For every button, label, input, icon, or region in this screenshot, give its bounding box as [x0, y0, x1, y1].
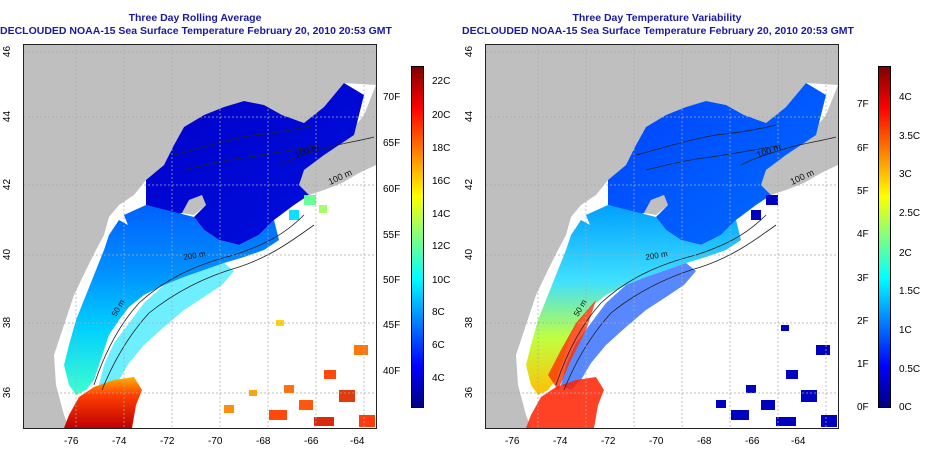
right-cb-c-2.5: 2.5C: [899, 208, 921, 219]
bathymetry-contours: [93, 124, 375, 391]
right-y-tick-40: 40: [464, 248, 476, 261]
contour-label-200m: 200 m: [183, 249, 207, 262]
land-nova-scotia: [299, 85, 376, 195]
right-cb-c-4: 4C: [899, 92, 912, 103]
right-y-tick-42: 42: [464, 178, 476, 191]
right-y-tick-46: 46: [464, 45, 476, 58]
land-nova-scotia: [761, 85, 838, 195]
right-y-tick-44: 44: [464, 110, 476, 123]
right-x-tick-64: -64: [791, 436, 806, 447]
high-variability-band: [548, 300, 596, 390]
land-mass: [486, 45, 838, 428]
right-x-tick-74: -74: [553, 436, 568, 447]
right-cb-c-1.5: 1.5C: [899, 286, 921, 297]
left-x-tick-64: -64: [350, 436, 365, 447]
right-x-tick-68: -68: [697, 436, 712, 447]
left-cb-c-16: 16C: [432, 176, 451, 187]
right-cb-c-3: 3C: [899, 169, 912, 180]
left-y-tick-46: 46: [2, 45, 14, 58]
right-cb-f-3: 3F: [857, 273, 869, 284]
right-title-line1: Three Day Temperature Variability: [572, 12, 742, 24]
left-cb-f-65: 65F: [383, 138, 401, 149]
left-title-line1: Three Day Rolling Average: [128, 12, 262, 24]
right-cb-f-4: 4F: [857, 229, 869, 240]
bathymetry-contours: [555, 124, 837, 391]
left-sst-map: 100 m 100 m 200 m 50 m: [23, 44, 377, 429]
right-x-tick-70: -70: [649, 436, 664, 447]
left-cb-c-22: 22C: [432, 76, 451, 87]
left-cb-f-45: 45F: [383, 320, 401, 331]
left-colorbar: [411, 66, 424, 408]
right-x-tick-72: -72: [601, 436, 616, 447]
left-cb-c-12: 12C: [432, 241, 451, 252]
left-cb-f-40: 40F: [383, 366, 401, 377]
left-cb-c-6: 6C: [432, 340, 445, 351]
left-y-tick-40: 40: [2, 248, 14, 261]
water-southern-shelf: [64, 205, 279, 395]
left-y-tick-42: 42: [2, 178, 14, 191]
left-title-line2: DECLOUDED NOAA-15 Sea Surface Temperatur…: [0, 25, 392, 37]
left-x-tick-68: -68: [256, 436, 271, 447]
lat-lon-grid: [486, 45, 838, 428]
contour-label-200m: 200 m: [645, 249, 669, 262]
left-map-svg: 100 m 100 m 200 m 50 m: [24, 45, 376, 428]
land-cape-cod: [644, 195, 668, 215]
right-cb-c-2: 2C: [899, 248, 912, 259]
right-x-tick-66: -66: [745, 436, 760, 447]
left-y-tick-38: 38: [2, 316, 14, 329]
right-cb-f-0: 0F: [857, 402, 869, 413]
left-title: Three Day Rolling Average DECLOUDED NOAA…: [0, 12, 392, 38]
left-cb-f-50: 50F: [383, 275, 401, 286]
left-cb-f-55: 55F: [383, 230, 401, 241]
right-cb-f-5: 5F: [857, 186, 869, 197]
land-mass: [24, 45, 376, 428]
right-x-tick-76: -76: [505, 436, 520, 447]
right-title-line2: DECLOUDED NOAA-15 Sea Surface Temperatur…: [462, 25, 854, 37]
left-x-tick-70: -70: [208, 436, 223, 447]
right-colorbar: [878, 66, 891, 408]
right-cb-c-1: 1C: [899, 325, 912, 336]
right-cb-f-1: 1F: [857, 359, 869, 370]
left-cb-c-14: 14C: [432, 209, 451, 220]
left-cb-f-70: 70F: [383, 92, 401, 103]
left-cb-c-20: 20C: [432, 110, 451, 121]
water-gulf-stream: [526, 377, 604, 428]
left-cb-c-4: 4C: [432, 373, 445, 384]
right-cb-f-6: 6F: [857, 143, 869, 154]
right-cb-c-3.5: 3.5C: [899, 131, 921, 142]
left-y-tick-36: 36: [2, 386, 14, 399]
land-cape-cod: [182, 195, 206, 215]
water-southern-shelf: [526, 205, 741, 395]
right-map-svg: 100 m 100 m 200 m 50 m: [486, 45, 838, 428]
right-cb-f-2: 2F: [857, 316, 869, 327]
right-cb-f-7: 7F: [857, 99, 869, 110]
lat-lon-grid: [24, 45, 376, 428]
water-gulf-of-maine: [146, 83, 364, 245]
water-gulf-of-maine: [608, 83, 826, 245]
right-cb-c-0.5: 0.5C: [899, 364, 921, 375]
scattered-patches: [716, 195, 837, 427]
right-cb-c-0: 0C: [899, 402, 912, 413]
left-cb-f-60: 60F: [383, 184, 401, 195]
left-y-tick-44: 44: [2, 110, 14, 123]
left-cb-c-18: 18C: [432, 143, 451, 154]
left-x-tick-74: -74: [112, 436, 127, 447]
right-title: Three Day Temperature Variability DECLOU…: [462, 12, 854, 38]
left-x-tick-72: -72: [160, 436, 175, 447]
left-x-tick-66: -66: [304, 436, 319, 447]
right-variability-map: 100 m 100 m 200 m 50 m: [485, 44, 839, 429]
left-cb-c-10: 10C: [432, 275, 451, 286]
right-y-tick-38: 38: [464, 316, 476, 329]
water-gulf-stream: [64, 377, 142, 428]
right-y-tick-36: 36: [464, 386, 476, 399]
water-slope-warm: [99, 263, 234, 390]
left-cb-c-8: 8C: [432, 307, 445, 318]
left-x-tick-76: -76: [64, 436, 79, 447]
water-slope-band: [561, 263, 696, 390]
